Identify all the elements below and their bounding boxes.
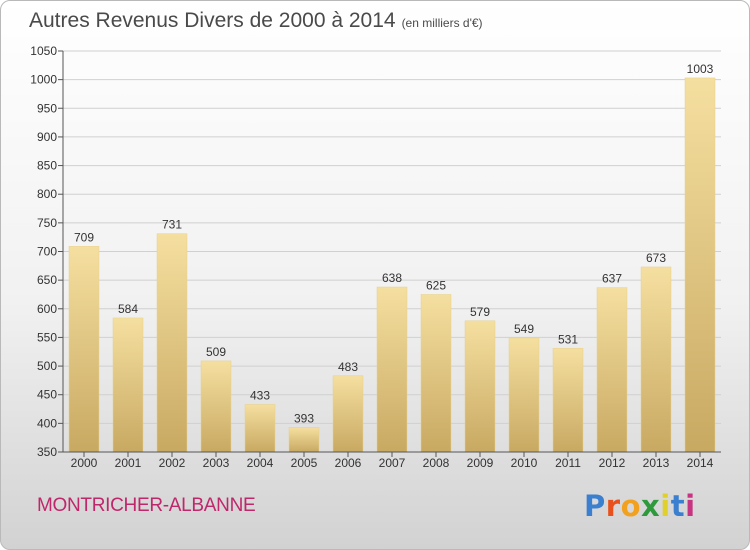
bar (68, 246, 100, 453)
bar (332, 375, 364, 453)
y-tick-label: 600 (37, 302, 57, 316)
bar-value-label: 625 (426, 278, 446, 292)
y-tick-label: 850 (37, 159, 57, 173)
bar-value-label: 579 (470, 305, 490, 319)
y-tick-label: 750 (37, 216, 57, 230)
x-tick-label: 2007 (379, 456, 406, 470)
x-tick-label: 2014 (687, 456, 714, 470)
bar-layer: 709 584 731 509 433 393 483 638 625 579 549 531 637 6… (68, 62, 716, 453)
logo-letter: r (605, 489, 621, 523)
logo-letter: t (670, 489, 686, 523)
bar-value-label: 638 (382, 271, 402, 285)
bar-value-label: 673 (646, 251, 666, 265)
bar (640, 266, 672, 453)
x-tick-label: 2002 (159, 456, 186, 470)
x-tick-label: 2001 (115, 456, 142, 470)
y-tick-label: 650 (37, 273, 57, 287)
bar (464, 320, 496, 453)
bar (684, 77, 716, 453)
x-tick-label: 2011 (555, 456, 581, 470)
y-tick-label: 400 (37, 416, 57, 430)
bar (288, 427, 320, 453)
bar-value-label: 584 (118, 302, 138, 316)
bar-value-label: 549 (514, 322, 534, 336)
bar-value-label: 433 (250, 388, 270, 402)
y-tick-label: 500 (37, 359, 57, 373)
axis-layer: 350 400 450 500 550 600 650 700 750 800 850 900 950 1… (30, 44, 721, 470)
bar-value-label: 731 (162, 218, 182, 232)
y-tick-label: 1050 (30, 44, 57, 58)
x-tick-label: 2003 (203, 456, 230, 470)
bar-value-label: 509 (206, 345, 226, 359)
bar-value-label: 637 (602, 272, 622, 286)
bar (508, 337, 540, 453)
x-tick-label: 2005 (291, 456, 318, 470)
y-tick-label: 1000 (30, 73, 57, 87)
x-tick-label: 2008 (423, 456, 450, 470)
y-tick-label: 550 (37, 330, 57, 344)
x-tick-label: 2010 (511, 456, 538, 470)
x-tick-label: 2009 (467, 456, 494, 470)
logo-letter: P (584, 489, 606, 523)
location-name: MONTRICHER-ALBANNE (37, 495, 256, 516)
bar-value-label: 1003 (687, 62, 714, 76)
chart-title-unit: (en milliers d'€) (401, 16, 483, 30)
y-tick-label: 950 (37, 101, 57, 115)
bar (420, 294, 452, 453)
chart-title-main: Autres Revenus Divers de 2000 à 2014 (29, 9, 396, 32)
bar (244, 404, 276, 453)
bar (376, 286, 408, 453)
bar (200, 360, 232, 453)
proxiti-logo: Proxiti (584, 489, 696, 523)
bar-value-label: 709 (74, 230, 94, 244)
y-tick-label: 800 (37, 187, 57, 201)
x-tick-label: 2013 (643, 456, 670, 470)
x-tick-label: 2006 (335, 456, 362, 470)
y-tick-label: 350 (37, 445, 57, 459)
bar (156, 233, 188, 453)
bar-value-label: 393 (294, 411, 314, 425)
bar (112, 317, 144, 453)
x-tick-label: 2012 (599, 456, 626, 470)
bar (596, 287, 628, 453)
logo-letter: o (620, 489, 642, 523)
x-tick-label: 2004 (247, 456, 274, 470)
chart-title: Autres Revenus Divers de 2000 à 2014 (en … (29, 9, 483, 33)
x-tick-label: 2000 (71, 456, 98, 470)
bar-value-label: 483 (338, 360, 358, 374)
y-tick-label: 900 (37, 130, 57, 144)
bar-value-label: 531 (558, 332, 578, 346)
logo-letter: x (641, 489, 661, 523)
bar (552, 348, 584, 453)
y-tick-label: 450 (37, 388, 57, 402)
logo-letter: i (660, 489, 671, 523)
logo-letter: i (685, 489, 696, 523)
y-tick-label: 700 (37, 245, 57, 259)
